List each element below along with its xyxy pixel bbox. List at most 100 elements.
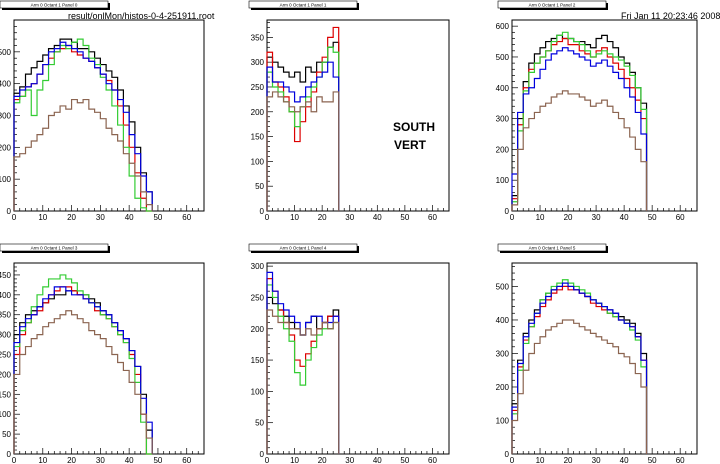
y-tick-label: 450 — [0, 271, 12, 280]
detector-side-label: SOUTH — [393, 120, 435, 134]
x-tick-label: 40 — [620, 213, 629, 222]
series-line-4 — [511, 282, 648, 454]
x-tick-label: 20 — [67, 213, 76, 222]
y-tick-label: 350 — [0, 311, 12, 320]
series-line-2 — [13, 44, 153, 212]
y-tick-label: 500 — [0, 48, 12, 57]
x-tick-label: 40 — [125, 456, 134, 464]
y-tick-label: 200 — [496, 145, 510, 154]
series-line-4 — [13, 286, 153, 454]
series-line-4 — [266, 271, 340, 454]
y-tick-label: 0 — [260, 450, 265, 459]
y-tick-label: 400 — [496, 84, 510, 93]
y-tick-label: 300 — [0, 331, 12, 340]
y-tick-label: 400 — [0, 291, 12, 300]
y-tick-label: 0 — [505, 207, 510, 216]
series-line-3 — [511, 279, 648, 454]
series-line-5 — [511, 319, 648, 454]
x-tick-label: 30 — [96, 456, 105, 464]
y-tick-label: 150 — [251, 133, 265, 142]
y-tick-label: 0 — [260, 207, 265, 216]
title-box — [248, 243, 358, 252]
x-tick-label: 40 — [125, 213, 134, 222]
y-tick-label: 300 — [251, 262, 265, 271]
x-tick-label: 0 — [510, 213, 515, 222]
y-tick-label: 250 — [251, 293, 265, 302]
y-tick-label: 100 — [496, 176, 510, 185]
y-tick-label: 350 — [251, 33, 265, 42]
title-box — [0, 0, 109, 9]
y-tick-label: 300 — [0, 112, 12, 121]
x-tick-label: 40 — [620, 456, 629, 464]
x-tick-label: 0 — [265, 213, 270, 222]
x-tick-label: 40 — [373, 213, 382, 222]
x-tick-label: 0 — [12, 213, 17, 222]
x-tick-label: 0 — [265, 456, 270, 464]
y-tick-label: 250 — [251, 83, 265, 92]
series-line-5 — [13, 98, 153, 211]
title-box — [0, 243, 109, 252]
pad-title: Arm 0 Octant 1 Panel 0 — [31, 3, 78, 8]
x-tick-label: 50 — [648, 213, 657, 222]
y-tick-label: 0 — [7, 450, 12, 459]
y-tick-label: 250 — [0, 351, 12, 360]
pad-title: Arm 0 Octant 1 Panel 3 — [31, 246, 78, 251]
y-tick-label: 400 — [0, 80, 12, 89]
x-tick-label: 40 — [373, 456, 382, 464]
x-tick-label: 60 — [182, 213, 191, 222]
pad-5: Arm 0 Octant 1 Panel 5 0 10 20 30 40 50 60 0 100 2… — [496, 243, 698, 464]
x-tick-label: 10 — [536, 456, 545, 464]
y-tick-label: 150 — [251, 356, 265, 365]
x-tick-label: 50 — [153, 213, 162, 222]
series-line-5 — [13, 310, 153, 454]
y-tick-label: 500 — [496, 282, 510, 291]
x-tick-label: 60 — [428, 213, 437, 222]
frame — [511, 262, 698, 455]
y-tick-label: 600 — [496, 22, 510, 31]
series-line-3 — [511, 31, 648, 211]
x-tick-label: 30 — [96, 213, 105, 222]
series-line-2 — [511, 37, 648, 211]
x-tick-label: 10 — [290, 213, 299, 222]
y-tick-label: 200 — [251, 108, 265, 117]
x-tick-label: 50 — [153, 456, 162, 464]
series-line-3 — [13, 38, 153, 212]
y-tick-label: 100 — [251, 387, 265, 396]
frame — [511, 19, 698, 212]
pad-title: Arm 0 Octant 1 Panel 1 — [280, 3, 327, 8]
file-path-label: result/onlMon/histos-0-4-251911.root — [68, 11, 215, 21]
y-tick-label: 400 — [496, 316, 510, 325]
pad-title: Arm 0 Octant 1 Panel 2 — [529, 3, 576, 8]
series-line-1 — [13, 38, 153, 211]
series-line-5 — [511, 90, 648, 211]
title-box — [248, 0, 358, 9]
series-line-2 — [13, 286, 153, 455]
title-box — [497, 243, 607, 252]
series-line-1 — [511, 34, 648, 211]
series-line-1 — [511, 285, 648, 454]
pad-2: Arm 0 Octant 1 Panel 20 10 20 30 40 50 6001002… — [496, 0, 698, 222]
y-tick-label: 0 — [7, 207, 12, 216]
x-tick-label: 20 — [564, 456, 573, 464]
series-line-3 — [13, 274, 153, 455]
pad-0: Arm 0 Octant 1 Panel 0 0 10 20 30 40 50 60 0 100 2… — [0, 0, 205, 222]
x-tick-label: 0 — [12, 456, 17, 464]
x-tick-label: 0 — [510, 456, 515, 464]
x-tick-label: 20 — [67, 456, 76, 464]
y-tick-label: 200 — [496, 383, 510, 392]
series-line-4 — [266, 61, 340, 211]
x-tick-label: 20 — [564, 213, 573, 222]
frame — [13, 19, 205, 212]
y-tick-label: 200 — [0, 143, 12, 152]
y-tick-label: 300 — [496, 349, 510, 358]
x-tick-label: 50 — [400, 456, 409, 464]
y-tick-label: 200 — [251, 325, 265, 334]
x-tick-label: 50 — [400, 213, 409, 222]
y-tick-label: 200 — [0, 370, 12, 379]
x-tick-label: 30 — [345, 213, 354, 222]
x-tick-label: 30 — [345, 456, 354, 464]
title-box — [497, 0, 607, 9]
pad-3: Arm 0 Octant 1 Panel 3 0 10 20 30 40 50 60 0 50 10… — [0, 243, 205, 464]
x-tick-label: 20 — [318, 213, 327, 222]
